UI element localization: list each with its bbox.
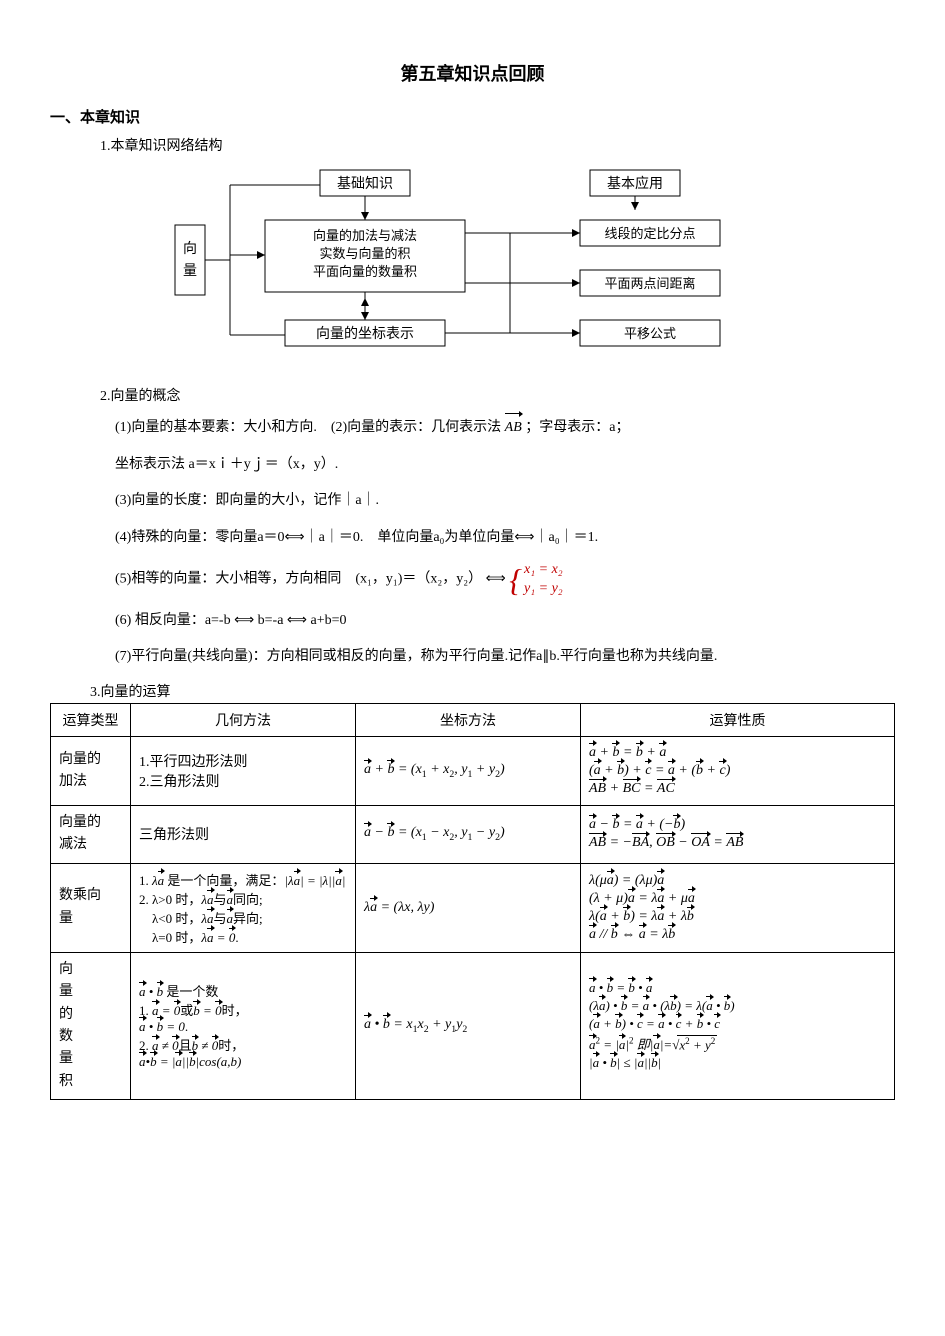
table-cell-coord: a • b = x1x2 + y1y2: [356, 952, 581, 1099]
arrow-head: [257, 251, 265, 259]
table-row: 数乘向量1. λa 是一个向量，满足：|λa| = |λ||a|2. λ>0 时…: [51, 863, 895, 952]
concept-line-3: (3)向量的长度：即向量的大小，记作｜a｜.: [115, 488, 895, 515]
diagram-label: 线段的定比分点: [604, 226, 695, 241]
table-cell-props: a + b = b + a(a + b) + c = a + (b + c)AB…: [581, 736, 895, 805]
diagram-node: [175, 225, 205, 295]
diagram-label: 基本应用: [607, 175, 663, 192]
table-cell-geom: 三角形法则: [131, 805, 356, 863]
diagram-label: 向量的坐标表示: [316, 326, 414, 342]
arrow-head: [572, 279, 580, 287]
concept-line-6: (6) 相反向量：a=-b ⟺ b=-a ⟺ a+b=0: [115, 608, 895, 635]
table-cell-coord: a − b = (x1 − x2, y1 − y2): [356, 805, 581, 863]
subheading-1: 1.本章知识网络结构: [100, 135, 895, 155]
arrow-head: [361, 212, 369, 220]
table-cell-props: a − b = a + (−b)AB = −BA, OB − OA = AB: [581, 805, 895, 863]
brace-system: { x₁ = x₂ y₁ = y₂: [509, 561, 562, 597]
concept-line-2: 坐标表示法 a＝xｉ＋yｊ＝（x，y）.: [115, 452, 895, 479]
table-header-row: 运算类型 几何方法 坐标方法 运算性质: [51, 703, 895, 736]
page-title: 第五章知识点回顾: [50, 60, 895, 86]
subheading-2: 2.向量的概念: [100, 385, 895, 405]
table-cell-coord: λa = (λx, λy): [356, 863, 581, 952]
arrow-head: [572, 229, 580, 237]
section-heading: 一、本章知识: [50, 106, 895, 127]
table-header: 运算性质: [581, 703, 895, 736]
table-row: 向量的减法三角形法则a − b = (x1 − x2, y1 − y2)a − …: [51, 805, 895, 863]
table-cell-geom: 1. λa 是一个向量，满足：|λa| = |λ||a|2. λ>0 时，λa与…: [131, 863, 356, 952]
table-cell-type: 数乘向量: [51, 863, 131, 952]
concept-line-5: (5)相等的向量：大小相等，方向相同 (x₁，y₁)＝（x₂，y₂） ⟺ { x…: [115, 561, 895, 597]
diagram-label: 实数与向量的积: [319, 246, 410, 261]
table-cell-geom: 1.平行四边形法则2.三角形法则: [131, 736, 356, 805]
table-row: 向量的加法1.平行四边形法则2.三角形法则a + b = (x1 + x2, y…: [51, 736, 895, 805]
equation: x₁ = x₂: [524, 561, 563, 579]
left-brace: {: [509, 564, 522, 596]
text: (5)相等的向量：大小相等，方向相同 (x₁，y₁)＝（x₂，y₂）: [115, 572, 482, 587]
operations-table: 运算类型 几何方法 坐标方法 运算性质 向量的加法1.平行四边形法则2.三角形法…: [50, 703, 895, 1100]
concept-line-7: (7)平行向量(共线向量)：方向相同或相反的向量，称为平行向量.记作a∥b.平行…: [115, 644, 895, 671]
arrow-head: [572, 329, 580, 337]
vector-AB: AB: [505, 415, 522, 442]
concept-line-4: (4)特殊的向量：零向量a＝0⟺｜a｜＝0. 单位向量a₀为单位向量⟺｜a₀｜＝…: [115, 525, 895, 552]
arrow-head: [631, 202, 639, 210]
table-row: 向量的数量积a • b 是一个数1. a = 0或b = 0时，a • b = …: [51, 952, 895, 1099]
diagram-svg: 向 量 基础知识 向量的加法与减法 实数与向量的积 平面向量的数量积 向量的坐标…: [170, 165, 790, 365]
iff-symbol: ⟺: [486, 572, 506, 587]
diagram-label: 平面向量的数量积: [313, 264, 417, 279]
table-cell-geom: a • b 是一个数1. a = 0或b = 0时，a • b = 0.2. a…: [131, 952, 356, 1099]
table-header: 几何方法: [131, 703, 356, 736]
concept-line-1: (1)向量的基本要素：大小和方向. (2)向量的表示：几何表示法 AB ；字母表…: [115, 415, 895, 442]
diagram-label: 向量的加法与减法: [313, 228, 417, 243]
table-cell-type: 向量的减法: [51, 805, 131, 863]
diagram-label: 基础知识: [337, 175, 393, 192]
table-cell-coord: a + b = (x1 + x2, y1 + y2): [356, 736, 581, 805]
diagram-label: 量: [183, 263, 197, 279]
text: ；字母表示：a；: [525, 420, 629, 435]
table-cell-props: a • b = b • a(λa) • b = a • (λb) = λ(a •…: [581, 952, 895, 1099]
diagram-label: 平移公式: [624, 326, 676, 341]
table-cell-props: λ(μa) = (λμ)a(λ + μ)a = λa + μaλ(a + b) …: [581, 863, 895, 952]
diagram-label: 向: [183, 241, 197, 257]
subheading-3: 3.向量的运算: [90, 681, 895, 701]
text: (1)向量的基本要素：大小和方向. (2)向量的表示：几何表示法: [115, 420, 505, 435]
table-body: 向量的加法1.平行四边形法则2.三角形法则a + b = (x1 + x2, y…: [51, 736, 895, 1099]
arrow-head: [361, 312, 369, 320]
diagram-label: 平面两点间距离: [604, 276, 695, 291]
table-cell-type: 向量的数量积: [51, 952, 131, 1099]
table-header: 运算类型: [51, 703, 131, 736]
table-cell-type: 向量的加法: [51, 736, 131, 805]
arrow-head: [361, 298, 369, 306]
equation: y₁ = y₂: [524, 580, 563, 598]
table-header: 坐标方法: [356, 703, 581, 736]
network-diagram: 向 量 基础知识 向量的加法与减法 实数与向量的积 平面向量的数量积 向量的坐标…: [170, 165, 895, 370]
